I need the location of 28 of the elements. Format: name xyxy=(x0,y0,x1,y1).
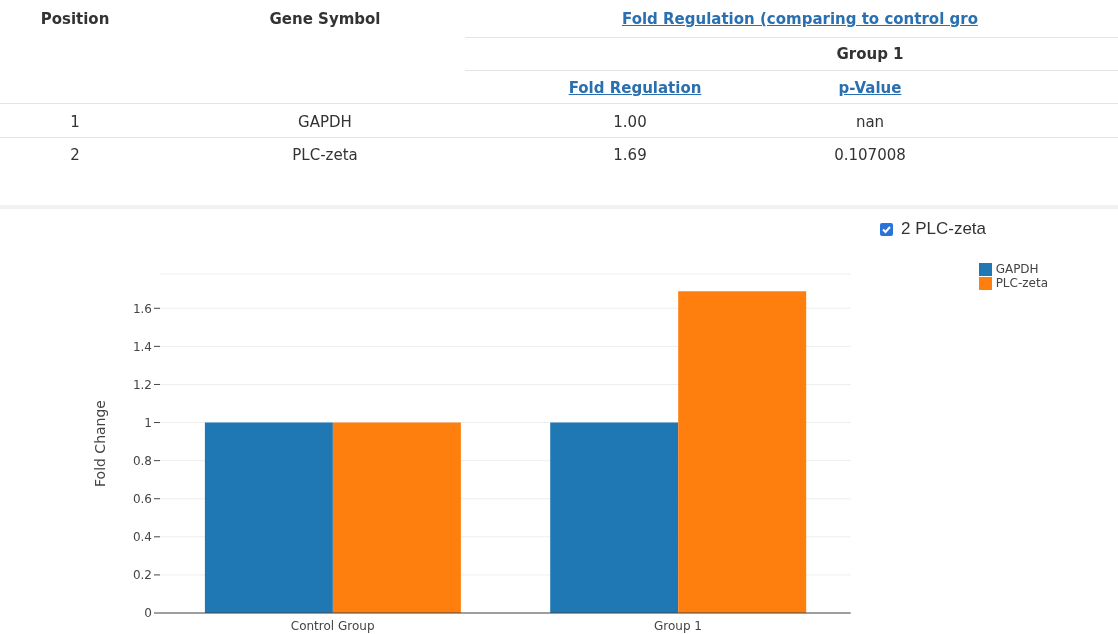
text: Group 1 xyxy=(835,45,905,63)
text: Fold Regulation xyxy=(567,79,703,97)
legend-label: GAPDH xyxy=(995,262,1039,276)
y-tick-label: 1 xyxy=(144,415,152,430)
y-tick-label: 0.6 xyxy=(132,491,152,506)
text: PLC-zeta xyxy=(291,146,359,164)
text: Gene Symbol xyxy=(268,10,382,28)
y-tick-label: 1.2 xyxy=(132,377,152,392)
y-tick-label: 0.2 xyxy=(132,568,152,583)
text: 1.00 xyxy=(612,113,648,131)
y-tick-label: 0.4 xyxy=(132,530,152,545)
text: 1 xyxy=(69,113,81,131)
text: p-Value xyxy=(837,79,903,97)
text: 0.107008 xyxy=(833,146,907,164)
y-tick-label: 0.8 xyxy=(132,453,152,468)
text: 2 PLC-zeta xyxy=(901,219,987,239)
y-tick-label: 1.6 xyxy=(132,301,152,316)
x-tick-label: Control Group xyxy=(290,618,375,633)
text: GAPDH xyxy=(297,113,353,131)
text: Fold Regulation (comparing to control gro xyxy=(622,10,979,28)
text: 1.69 xyxy=(612,146,648,164)
y-tick-label: 1.4 xyxy=(132,339,152,354)
legend-label: PLC-zeta xyxy=(995,276,1048,290)
text: 2 xyxy=(69,146,81,164)
text: nan xyxy=(854,113,886,131)
y-axis-title: Fold Change xyxy=(91,400,108,487)
text: Position xyxy=(39,10,111,28)
y-tick-label: 0 xyxy=(144,606,152,621)
